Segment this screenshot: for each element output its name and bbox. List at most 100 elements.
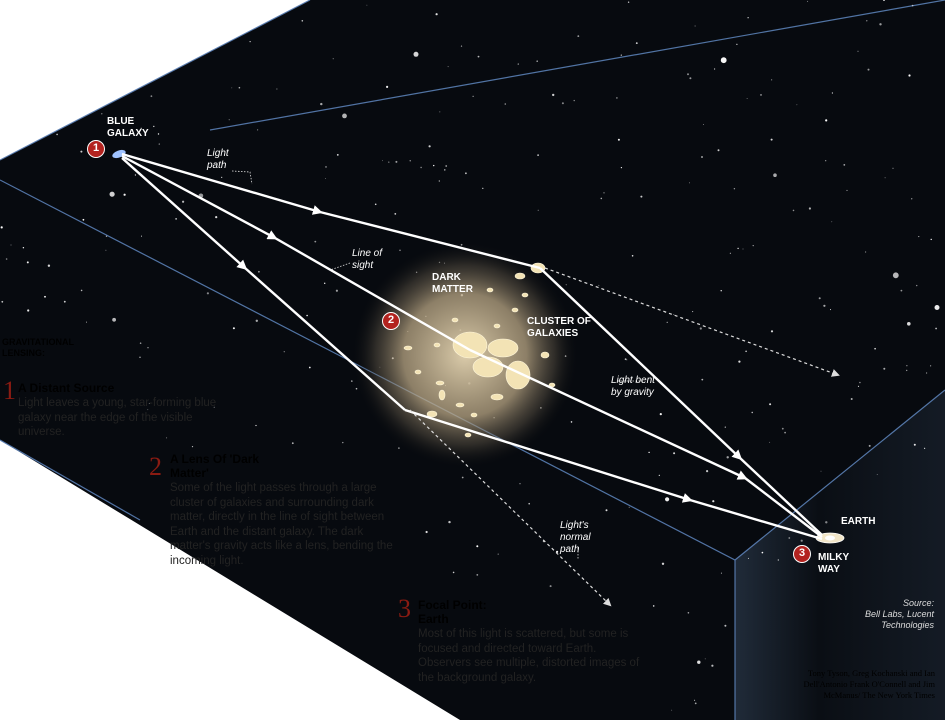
- star: [857, 385, 860, 387]
- light-path-2: [121, 154, 278, 240]
- star: [238, 86, 241, 89]
- label-blue-galaxy: BLUE GALAXY: [107, 116, 149, 139]
- star: [308, 366, 311, 369]
- star: [831, 221, 833, 223]
- star: [26, 261, 29, 264]
- star: [820, 470, 822, 472]
- star: [1, 300, 4, 303]
- space-box-front: [735, 390, 945, 720]
- star: [561, 102, 564, 105]
- star: [738, 360, 741, 363]
- star: [745, 350, 747, 353]
- star: [752, 245, 754, 247]
- star: [448, 520, 451, 524]
- star: [906, 365, 908, 367]
- star: [800, 539, 803, 542]
- star: [433, 164, 435, 167]
- star: [724, 426, 726, 428]
- star: [147, 347, 149, 349]
- star: [105, 235, 108, 237]
- star: [687, 612, 690, 614]
- star: [140, 127, 142, 129]
- star: [760, 94, 762, 96]
- star: [640, 195, 643, 198]
- galaxy-cluster: [403, 262, 556, 438]
- star: [332, 58, 334, 60]
- star: [0, 226, 3, 229]
- star: [497, 553, 499, 555]
- star: [648, 451, 650, 454]
- star: [386, 85, 389, 88]
- star: [724, 624, 727, 627]
- star: [704, 658, 706, 660]
- star: [736, 43, 738, 45]
- star: [573, 99, 575, 102]
- star: [907, 322, 911, 326]
- badge-2: 2: [382, 312, 400, 330]
- star: [438, 180, 440, 182]
- star: [694, 702, 697, 705]
- star: [537, 154, 539, 157]
- star: [746, 98, 748, 99]
- star: [652, 605, 655, 607]
- star: [444, 169, 446, 171]
- star: [717, 149, 720, 152]
- section-1-body: Light leaves a young, star-forming blue …: [18, 397, 217, 438]
- star: [908, 74, 911, 77]
- star: [150, 95, 153, 98]
- star: [460, 45, 463, 47]
- label-earth: EARTH: [841, 516, 876, 527]
- star: [191, 446, 194, 448]
- star: [712, 500, 715, 503]
- star: [935, 327, 937, 330]
- star: [823, 304, 826, 307]
- star: [157, 133, 160, 135]
- star: [628, 506, 630, 508]
- source-text: Bell Labs, Lucent Technologies: [864, 609, 934, 630]
- star: [603, 192, 605, 194]
- star: [325, 166, 327, 168]
- star: [792, 209, 795, 212]
- star: [911, 198, 913, 200]
- star: [86, 321, 87, 323]
- star: [689, 77, 692, 80]
- star: [769, 441, 771, 443]
- star: [420, 166, 422, 169]
- star: [283, 351, 285, 353]
- star: [703, 124, 704, 125]
- star: [616, 97, 618, 99]
- star: [213, 406, 215, 408]
- star: [733, 188, 736, 190]
- star: [911, 4, 914, 7]
- star: [355, 387, 358, 390]
- label-cluster: CLUSTER OF GALAXIES: [527, 316, 591, 339]
- star: [900, 289, 903, 292]
- star: [701, 378, 704, 381]
- star: [711, 664, 714, 667]
- star: [796, 104, 798, 106]
- star: [781, 427, 784, 430]
- star: [751, 411, 753, 414]
- label-leaders: [231, 170, 643, 560]
- star: [148, 403, 150, 404]
- light-paths: [121, 152, 823, 541]
- section-3-number: 3: [398, 594, 411, 623]
- star: [868, 444, 871, 447]
- star: [773, 173, 777, 177]
- star: [139, 356, 141, 358]
- star: [883, 367, 886, 370]
- star: [56, 133, 58, 136]
- section-2-number: 2: [149, 452, 162, 481]
- star: [82, 218, 85, 221]
- star: [620, 54, 622, 56]
- star: [659, 413, 662, 416]
- star: [807, 0, 809, 2]
- star: [658, 474, 660, 476]
- star: [714, 68, 716, 70]
- star: [257, 129, 259, 131]
- star: [10, 244, 12, 246]
- star: [627, 1, 630, 3]
- star: [661, 562, 665, 565]
- star: [439, 111, 441, 113]
